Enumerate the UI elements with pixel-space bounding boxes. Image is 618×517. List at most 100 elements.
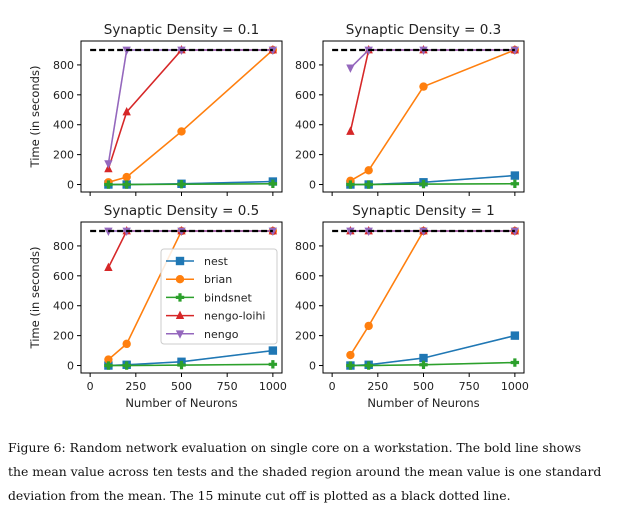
y-tick-label: 0	[67, 360, 74, 373]
subplot-4: Synaptic Density = 1 0 200 400 600 800 0 250 500…	[295, 203, 529, 410]
x-axis-label: Number of Neurons	[367, 396, 479, 410]
data-point-bindsnet	[122, 180, 131, 189]
data-point-bindsnet	[104, 361, 113, 370]
series-line	[350, 49, 516, 182]
data-point-nengo	[346, 64, 355, 73]
data-point-bindsnet	[419, 360, 428, 369]
legend-entry: nest	[166, 255, 228, 268]
data-point-bindsnet	[104, 180, 113, 189]
subplot-3: Synaptic Density = 0.5 0 200 400 600 800 0 250 5…	[28, 203, 287, 410]
series-bindsnet	[104, 360, 278, 370]
subplot-2: Synaptic Density = 0.3 0 200 400 600 800	[295, 22, 525, 196]
x-tick-label: 0	[329, 380, 336, 393]
legend-entry: nengo-loihi	[166, 310, 265, 323]
data-point-bindsnet	[419, 179, 428, 189]
y-tick-label: 800	[295, 59, 316, 72]
series-line	[108, 363, 273, 367]
data-point-brian	[122, 339, 131, 349]
series-bindsnet	[346, 358, 520, 370]
legend-marker	[175, 293, 185, 302]
y-tick-label: 400	[53, 300, 74, 313]
data-point-nest	[510, 171, 520, 180]
data-point-brian	[177, 127, 186, 136]
data-point-brian	[419, 82, 428, 91]
y-tick-label: 400	[295, 300, 316, 313]
series-line	[350, 361, 515, 367]
data-point-nest	[510, 331, 520, 340]
x-tick-label: 750	[459, 380, 480, 393]
y-tick-label: 600	[53, 270, 74, 283]
legend-label: nest	[204, 255, 228, 268]
data-point-nest	[268, 346, 278, 355]
legend-entry: brian	[166, 273, 232, 286]
data-point-nest	[419, 353, 428, 363]
subplot-title: Synaptic Density = 0.1	[104, 22, 259, 38]
legend-entry: nengo	[166, 328, 239, 341]
data-point-bindsnet	[346, 361, 355, 370]
legend-marker	[175, 275, 185, 284]
data-point-bindsnet	[177, 360, 186, 370]
legend-label: nengo	[204, 328, 239, 341]
axes-frame	[80, 40, 283, 193]
y-tick-label: 0	[67, 179, 74, 192]
data-point-bindsnet	[177, 180, 186, 189]
y-axis-label: Time (in seconds)	[28, 66, 42, 169]
y-tick-label: 800	[53, 240, 74, 253]
y-tick-label: 400	[53, 119, 74, 132]
y-tick-label: 800	[53, 59, 74, 72]
y-tick-label: 0	[309, 360, 316, 373]
y-tick-label: 600	[53, 89, 74, 102]
legend-label: brian	[204, 273, 232, 286]
data-point-bindsnet	[268, 360, 278, 369]
legend-marker	[175, 310, 185, 319]
subplot-title: Synaptic Density = 1	[352, 203, 495, 219]
data-point-bindsnet	[510, 358, 520, 367]
y-tick-label: 800	[295, 240, 316, 253]
series-bindsnet	[346, 179, 520, 189]
axes-frame	[322, 40, 525, 193]
y-tick-label: 600	[295, 89, 316, 102]
series-line	[108, 49, 274, 184]
data-point-bindsnet	[346, 180, 355, 189]
data-point-bindsnet	[364, 180, 373, 189]
series-bindsnet	[104, 179, 278, 189]
y-tick-label: 400	[295, 119, 316, 132]
legend-label: nengo-loihi	[204, 310, 265, 323]
y-axis-label: Time (in seconds)	[28, 247, 42, 350]
x-tick-label: 1000	[501, 380, 529, 393]
legend-label: bindsnet	[204, 291, 252, 304]
x-tick-label: 500	[413, 380, 434, 393]
figure-caption: Figure 6: Random network evaluation on s…	[8, 436, 608, 508]
data-point-brian	[364, 166, 373, 175]
y-tick-label: 600	[295, 270, 316, 283]
data-point-bindsnet	[510, 179, 520, 188]
figure-panel-grid: Synaptic Density = 0.1 0 200 400 600 800 Time …	[28, 22, 529, 410]
data-point-brian	[122, 172, 131, 182]
data-point-brian	[104, 355, 113, 364]
caption-line: Figure 6: Random network evaluation on s…	[8, 440, 582, 455]
legend: nest brian bindsnet nengo-loihi nengo	[160, 248, 278, 345]
y-tick-label: 0	[309, 179, 316, 192]
axes-frame	[322, 221, 525, 374]
series-line	[108, 183, 273, 186]
subplot-1: Synaptic Density = 0.1 0 200 400 600 800 Time …	[28, 22, 283, 196]
legend-entry: bindsnet	[166, 291, 252, 304]
data-point-bindsnet	[268, 179, 278, 188]
x-tick-label: 250	[367, 380, 388, 393]
caption-line: deviation from the mean. The 15 minute c…	[8, 488, 511, 503]
legend-marker	[175, 256, 185, 266]
x-tick-label: 1000	[259, 380, 287, 393]
data-point-nengo-loihi	[104, 262, 113, 271]
data-point-brian	[364, 321, 373, 331]
data-point-nengo-loihi	[346, 126, 355, 135]
data-point-nengo-loihi	[122, 107, 131, 116]
data-point-bindsnet	[122, 361, 131, 370]
y-tick-label: 200	[53, 149, 74, 162]
x-axis-label: Number of Neurons	[125, 396, 237, 410]
legend-box	[160, 248, 278, 345]
x-tick-label: 0	[87, 380, 94, 393]
subplot-title: Synaptic Density = 0.3	[346, 22, 501, 38]
caption-line: the mean value across ten tests and the …	[8, 464, 602, 479]
data-point-bindsnet	[364, 361, 373, 370]
legend-marker	[175, 330, 185, 339]
